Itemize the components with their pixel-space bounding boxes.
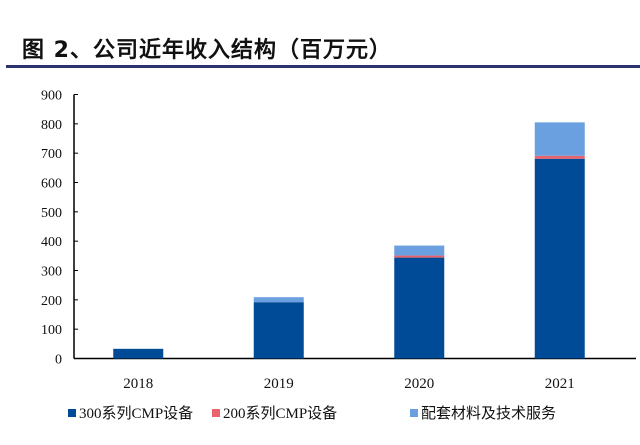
bar-2021-series-1 [534,155,585,159]
y-tick-label: 100 [41,323,62,338]
y-tick-label: 400 [41,235,62,250]
y-tick-label: 0 [55,353,62,368]
bar-2021-series-0 [534,158,585,359]
x-tick-label: 2021 [545,376,575,392]
chart-title: 图 2、公司近年收入结构（百万元） [22,38,392,63]
bar-2019-series-2 [253,297,304,303]
y-tick-label: 900 [41,89,62,104]
bar-2020-series-0 [394,257,445,359]
legend-swatch-1 [212,409,220,417]
y-tick-label: 800 [41,118,62,133]
bar-2020-series-2 [394,245,445,256]
title-divider [6,65,640,68]
bar-2019-series-0 [253,302,304,359]
y-tick-label: 500 [41,206,62,221]
legend-swatch-2 [410,409,418,417]
bar-2020-series-1 [394,255,445,258]
x-tick-label: 2020 [404,376,434,392]
x-tick-label: 2018 [123,376,153,392]
y-tick-label: 600 [41,177,62,192]
legend-label: 200系列CMP设备 [223,405,337,422]
y-tick-label: 700 [41,147,62,162]
bar-2021-series-2 [534,122,585,156]
x-tick-label: 2019 [264,376,294,392]
y-tick-label: 300 [41,265,62,280]
legend-swatch-0 [68,409,76,417]
bar-2018-series-0 [113,348,164,359]
legend-label: 配套材料及技术服务 [421,405,556,422]
legend-label: 300系列CMP设备 [79,405,193,422]
y-tick-label: 200 [41,294,62,309]
